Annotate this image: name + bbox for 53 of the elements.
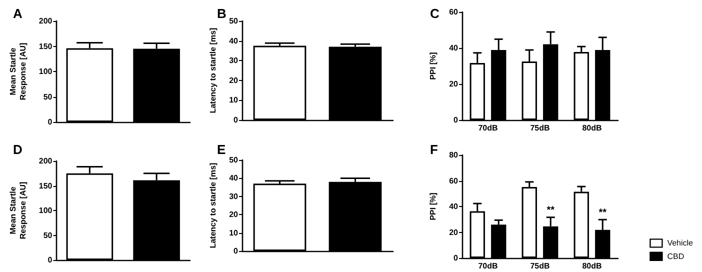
y-tick-label: 50 [43, 230, 53, 240]
annotation: ** [546, 205, 555, 216]
y-tick-label: 50 [229, 156, 239, 164]
y-tick-label: 20 [229, 76, 239, 85]
y-tick-label: 0 [48, 118, 53, 126]
y-tick-label: 200 [38, 16, 53, 26]
y-tick-label: 60 [449, 8, 459, 16]
legend-label: Vehicle [667, 238, 694, 248]
x-tick-label: 70dB [478, 262, 498, 270]
y-tick-label: 100 [38, 67, 53, 76]
y-tick-label: 0 [48, 256, 53, 264]
y-axis-title: Mean Startle Response [AU] [8, 42, 28, 100]
chart-title: F [430, 142, 438, 157]
chart-title: C [430, 6, 440, 21]
y-tick-label: 40 [449, 202, 459, 211]
y-tick-label: 10 [229, 228, 239, 238]
y-tick-label: 30 [229, 56, 239, 66]
y-tick-label: 0 [234, 116, 239, 124]
y-tick-label: 0 [454, 116, 459, 124]
y-tick-label: 150 [38, 181, 53, 190]
y-axis-title: PPI [%] [428, 192, 438, 220]
y-tick-label: 30 [229, 192, 239, 201]
y-tick-label: 10 [229, 96, 239, 105]
y-tick-label: 150 [38, 42, 53, 51]
x-tick-label: 75dB [530, 124, 550, 132]
annotation: ** [598, 208, 607, 219]
y-tick-label: 20 [229, 210, 239, 220]
y-axis-title: Latency to startle [ms] [208, 27, 218, 114]
y-tick-label: 20 [449, 80, 459, 88]
y-tick-label: 0 [234, 246, 239, 256]
y-tick-label: 40 [229, 174, 239, 183]
y-axis-title: Mean Startle Response [AU] [8, 181, 28, 240]
y-tick-label: 40 [449, 44, 459, 52]
y-axis-title: PPI [%] [428, 52, 438, 80]
y-tick-label: 20 [449, 228, 459, 237]
x-tick-label: 80dB [582, 262, 602, 270]
x-tick-label: 75dB [530, 262, 550, 270]
y-axis-title: Latency to startle [ms] [208, 162, 218, 248]
y-tick-label: 0 [454, 254, 459, 262]
y-tick-label: 60 [449, 176, 459, 186]
chart-title: B [217, 6, 226, 21]
y-tick-label: 50 [229, 16, 239, 26]
y-tick-label: 40 [229, 36, 239, 46]
y-tick-label: 200 [38, 156, 53, 166]
chart-title: A [13, 6, 23, 21]
y-tick-label: 80 [449, 150, 459, 160]
x-tick-label: 80dB [582, 124, 602, 132]
chart-title: E [217, 142, 226, 157]
legend-label: CBD [667, 252, 684, 261]
y-tick-label: 100 [38, 206, 53, 215]
y-tick-label: 50 [43, 92, 53, 102]
x-tick-label: 70dB [478, 124, 498, 132]
chart-title: D [13, 142, 22, 157]
